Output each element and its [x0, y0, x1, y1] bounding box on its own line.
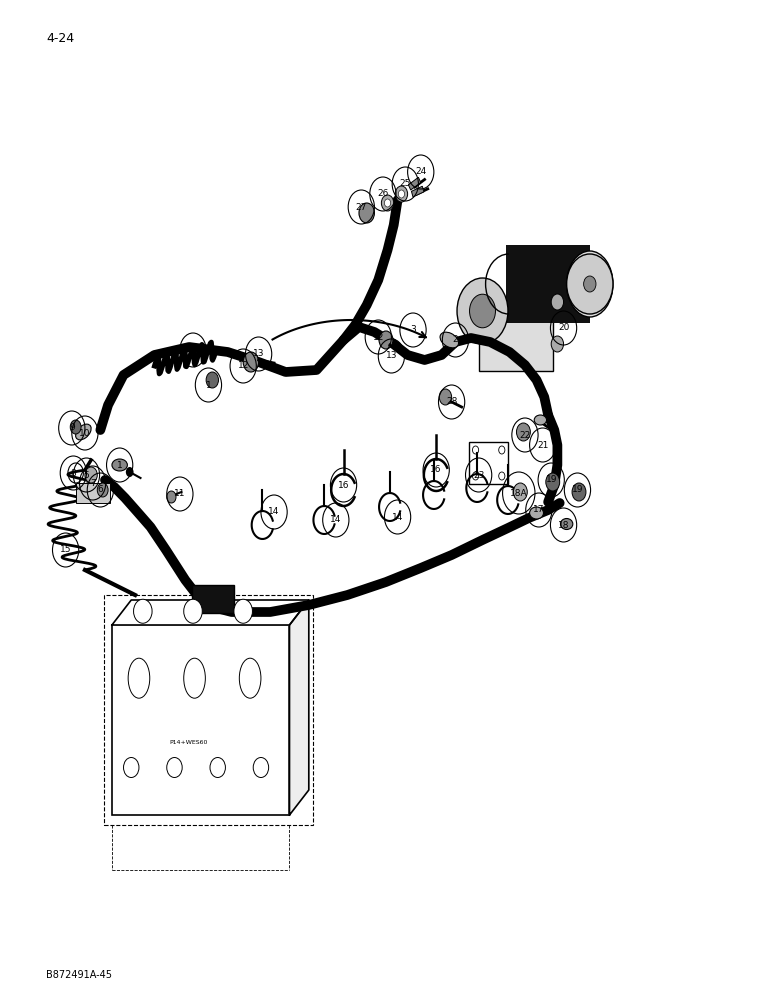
Text: 17: 17 — [533, 506, 544, 514]
Text: 18A: 18A — [510, 488, 527, 497]
Circle shape — [384, 199, 391, 207]
Bar — [76, 483, 110, 503]
Bar — [469, 442, 508, 484]
Text: 13: 13 — [253, 350, 264, 359]
Circle shape — [457, 278, 508, 344]
Ellipse shape — [530, 507, 543, 519]
Text: 14: 14 — [330, 516, 341, 524]
Text: 3: 3 — [410, 326, 416, 334]
Circle shape — [234, 599, 252, 623]
Bar — [408, 177, 421, 190]
Text: 11: 11 — [174, 489, 185, 498]
Circle shape — [381, 195, 394, 211]
Circle shape — [567, 254, 613, 314]
Polygon shape — [290, 600, 309, 815]
Ellipse shape — [112, 459, 127, 471]
Ellipse shape — [440, 332, 459, 348]
Circle shape — [359, 203, 374, 223]
Bar — [479, 299, 553, 371]
Circle shape — [126, 467, 134, 477]
Circle shape — [379, 331, 393, 349]
Text: 9: 9 — [69, 424, 75, 432]
Circle shape — [551, 294, 564, 310]
Bar — [112, 625, 290, 815]
Ellipse shape — [76, 424, 91, 440]
Circle shape — [513, 483, 527, 501]
Circle shape — [516, 423, 530, 441]
Text: 23: 23 — [473, 471, 484, 480]
Bar — [191, 584, 235, 612]
Circle shape — [184, 599, 202, 623]
Circle shape — [546, 473, 560, 491]
Text: 24: 24 — [415, 167, 426, 176]
Text: 15: 15 — [60, 546, 71, 554]
Text: 12: 12 — [373, 332, 384, 342]
Bar — [104, 595, 313, 825]
Ellipse shape — [560, 518, 573, 530]
Text: 7: 7 — [90, 479, 96, 488]
Circle shape — [584, 276, 596, 292]
Text: P14+WES60: P14+WES60 — [169, 740, 208, 745]
Circle shape — [206, 372, 218, 388]
Text: 19: 19 — [572, 486, 583, 494]
Text: 6: 6 — [97, 486, 103, 494]
Circle shape — [398, 190, 405, 198]
Ellipse shape — [567, 251, 613, 317]
Text: 10: 10 — [80, 428, 90, 438]
Text: 8: 8 — [70, 468, 76, 478]
Text: 16: 16 — [338, 481, 349, 489]
Bar — [411, 186, 424, 197]
Text: 28: 28 — [446, 397, 457, 406]
Ellipse shape — [128, 658, 150, 698]
Text: 1: 1 — [117, 460, 123, 470]
Ellipse shape — [534, 415, 547, 425]
Circle shape — [97, 483, 108, 497]
Text: 25: 25 — [400, 180, 411, 188]
Text: 13: 13 — [386, 352, 397, 360]
Circle shape — [439, 389, 452, 405]
Ellipse shape — [239, 658, 261, 698]
Text: 20: 20 — [558, 324, 569, 332]
Text: B872491A-45: B872491A-45 — [46, 970, 112, 980]
Text: 27: 27 — [356, 202, 367, 212]
Text: 4: 4 — [190, 346, 196, 355]
Circle shape — [134, 599, 152, 623]
Text: 16: 16 — [431, 466, 442, 475]
Circle shape — [70, 420, 81, 434]
Circle shape — [395, 186, 408, 202]
Polygon shape — [112, 600, 309, 625]
Text: 21: 21 — [537, 440, 548, 450]
Circle shape — [85, 467, 97, 483]
Text: 5: 5 — [83, 471, 90, 480]
Text: 26: 26 — [378, 190, 388, 198]
Text: 18: 18 — [558, 520, 569, 530]
Text: 19: 19 — [546, 476, 557, 485]
Bar — [506, 245, 590, 323]
Circle shape — [551, 336, 564, 352]
Text: 14: 14 — [269, 508, 279, 516]
Ellipse shape — [184, 658, 205, 698]
Text: 22: 22 — [520, 430, 530, 440]
Circle shape — [243, 352, 259, 372]
Text: 12: 12 — [238, 361, 249, 370]
Text: 1: 1 — [205, 380, 212, 389]
Circle shape — [572, 483, 586, 501]
Circle shape — [167, 491, 176, 503]
Text: 14: 14 — [392, 512, 403, 522]
Text: 2: 2 — [452, 336, 459, 344]
Circle shape — [469, 294, 496, 328]
Text: 4-24: 4-24 — [46, 32, 74, 45]
